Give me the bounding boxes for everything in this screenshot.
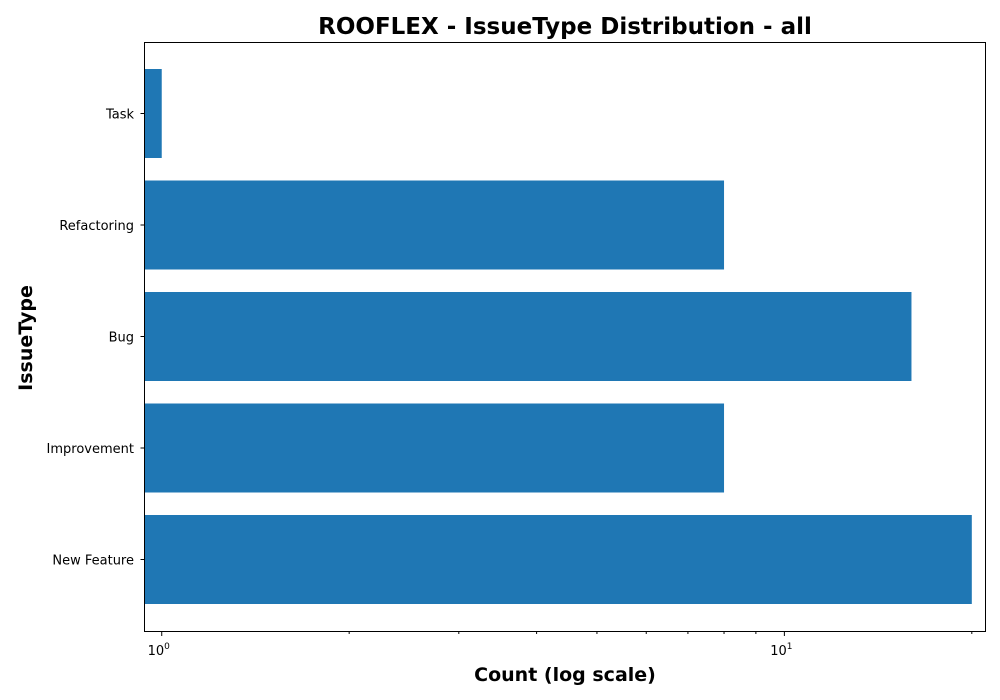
bar-bug (145, 292, 912, 381)
y-tick-label: Improvement (47, 442, 134, 457)
y-axis-label: IssueType (15, 285, 37, 391)
y-tick-label: Refactoring (59, 219, 134, 234)
x-tick-label: 100 (148, 642, 171, 659)
x-tick-label: 101 (770, 642, 792, 659)
y-tick-label: Bug (109, 331, 134, 346)
plot-frame (144, 42, 986, 632)
chart-title: ROOFLEX - IssueType Distribution - all (318, 14, 812, 40)
y-tick-label: New Feature (52, 554, 134, 569)
bar-refactoring (145, 180, 725, 270)
y-axis-ticks: New Feature Improvement Bug Refactoring Task (47, 108, 145, 569)
bar-new-feature (145, 515, 972, 604)
bar-improvement (145, 403, 725, 493)
x-axis-ticks: 100 101 (148, 631, 973, 659)
y-tick-label: Task (105, 108, 135, 123)
bars-layer (145, 69, 972, 604)
x-axis-label: Count (log scale) (474, 664, 656, 686)
bar-task (145, 69, 162, 158)
